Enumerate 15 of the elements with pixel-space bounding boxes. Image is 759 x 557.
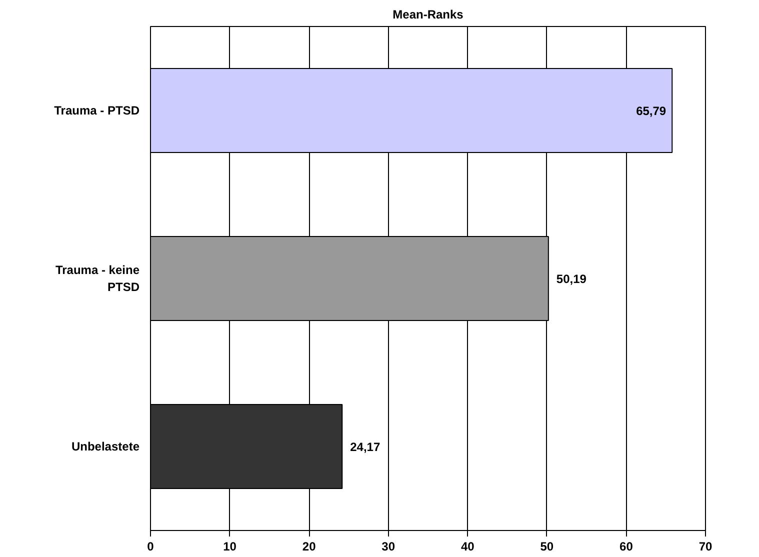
- data-label: 50,19: [556, 272, 587, 286]
- x-tick-label: 70: [698, 540, 712, 554]
- x-tick-label: 60: [620, 540, 634, 554]
- x-tick-label: 10: [223, 540, 237, 554]
- x-tick-label: 30: [382, 540, 396, 554]
- x-tick-label: 40: [460, 540, 475, 554]
- x-tick-label: 20: [302, 540, 316, 554]
- x-tick-label: 0: [147, 540, 154, 554]
- x-tick-label: 50: [540, 540, 554, 554]
- chart-title: Mean-Ranks: [392, 8, 464, 22]
- data-label: 24,17: [350, 440, 380, 454]
- y-tick-label: Unbelastete: [71, 440, 140, 454]
- y-tick-label: Trauma - keine PTSD: [55, 263, 140, 294]
- y-tick-label: Trauma - PTSD: [54, 104, 140, 118]
- data-label: 65,79: [636, 104, 666, 118]
